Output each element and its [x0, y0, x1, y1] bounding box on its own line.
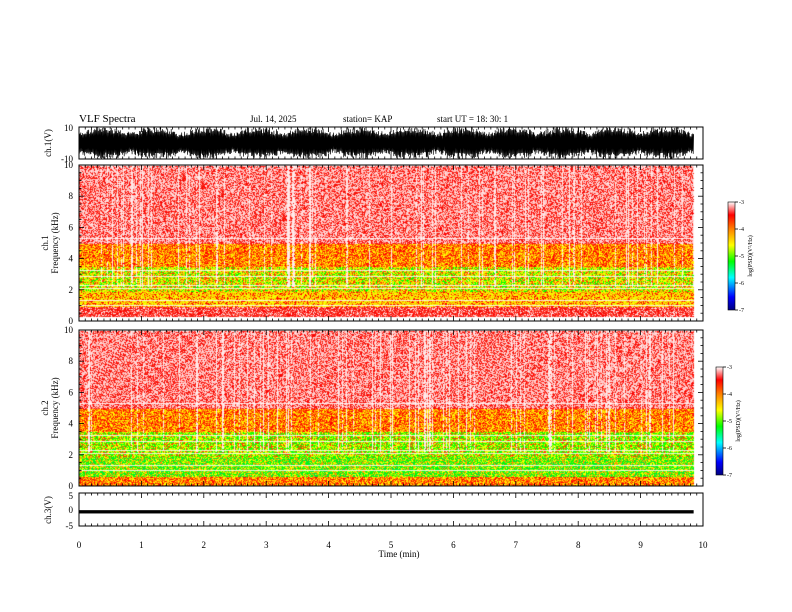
ch1-waveform-ticks: [78, 127, 704, 159]
y-tick-label: 0: [69, 481, 74, 491]
ch2-spectrogram-ticks: [78, 329, 704, 487]
y-tick-label: 10: [64, 160, 74, 170]
ch3-waveform-band: [79, 510, 694, 514]
ch1-colorbar: -3 -4 -5 -6 -7 log(PSD)(V²/Hz): [727, 200, 754, 314]
ch3-waveform-ylabel: ch.3(V): [43, 496, 53, 524]
ch1-spectrogram-panel: 10 8 6 4 2 0 ch.1 Frequency (kHz): [40, 160, 704, 326]
ch1-spectrogram-image: [79, 165, 703, 321]
ch1-spectrogram-ticks: [78, 164, 704, 322]
y-tick-label: 4: [69, 419, 74, 429]
x-tick-label: 6: [451, 540, 456, 550]
x-tick-label: 0: [77, 540, 82, 550]
ch2-spectrogram-yticklabels: 10 8 6 4 2 0: [64, 325, 74, 491]
x-tick-label: 1: [139, 540, 144, 550]
colorbar-tick-label: -4: [739, 227, 744, 233]
ch3-waveform-ticks: [78, 493, 704, 526]
colorbar-tick-label: -6: [739, 281, 744, 287]
x-tick-label: 3: [264, 540, 269, 550]
x-tick-label: 4: [326, 540, 331, 550]
colorbar-tick-label: -5: [727, 419, 732, 425]
colorbar-tick-label: -4: [727, 392, 732, 398]
ch1-ytick-bottom: -10: [61, 154, 73, 164]
ch3-waveform-panel: 5 0 -5 ch.3(V): [43, 491, 704, 531]
ch1-spectrogram-ylabel-channel: ch.1: [40, 235, 50, 250]
y-tick-label: 8: [69, 191, 74, 201]
ch2-colorbar-ticks: -3 -4 -5 -6 -7: [723, 365, 732, 479]
x-tick-label: 5: [389, 540, 394, 550]
ch1-colorbar-bar: [727, 201, 736, 311]
figure-title: VLF Spectra: [79, 113, 136, 125]
colorbar-tick-label: -6: [727, 446, 732, 452]
y-tick-label: 2: [69, 450, 74, 460]
ch1-colorbar-ticks: -3 -4 -5 -6 -7: [735, 200, 744, 314]
colorbar-tick-label: -7: [727, 473, 732, 479]
ch1-waveform-line: [78, 127, 694, 159]
ch2-spectrogram-panel: 10 8 6 4 2 0 ch.2 Frequency (kHz): [40, 325, 704, 491]
ch2-spectrogram-image: [79, 330, 703, 486]
colorbar-tick-label: -3: [727, 365, 732, 371]
ch1-ytick-top: 10: [64, 123, 74, 133]
ch2-spectrogram-ylabel-channel: ch.2: [40, 400, 50, 415]
y-tick-label: 8: [69, 356, 74, 366]
ch3-ytick-top: 5: [69, 491, 74, 501]
ch3-ytick-bottom: -5: [66, 521, 74, 531]
ch2-colorbar-bar: [715, 366, 724, 476]
ch1-waveform-panel: 10 -10 ch.1(V): [43, 123, 704, 164]
ch3-ytick-middle: 0: [69, 505, 74, 515]
ch1-waveform-ylabel: ch.1(V): [43, 129, 53, 157]
x-tick-label: 7: [514, 540, 519, 550]
ch1-spectrogram-yticklabels: 10 8 6 4 2 0: [64, 160, 74, 326]
ch1-colorbar-label: log(PSD)(V²/Hz): [747, 235, 754, 276]
colorbar-tick-label: -5: [739, 254, 744, 260]
station-label: station= KAP: [343, 114, 392, 124]
y-tick-label: 4: [69, 254, 74, 264]
x-tick-label: 8: [576, 540, 581, 550]
ch3-waveform-frame: [78, 492, 704, 527]
x-axis-label: Time (min): [379, 549, 420, 559]
start-time-label: start UT = 18: 30: 1: [437, 114, 508, 124]
ch2-colorbar-label: log(PSD)(V²/Hz): [735, 400, 742, 441]
x-tick-label: 10: [699, 540, 709, 550]
x-tick-label: 9: [638, 540, 643, 550]
y-tick-label: 10: [64, 325, 74, 335]
ch1-spectrogram-ylabel-frequency: Frequency (kHz): [50, 212, 60, 273]
x-tick-label: 2: [202, 540, 207, 550]
y-tick-label: 6: [69, 387, 74, 397]
y-tick-label: 0: [69, 316, 74, 326]
x-axis-tick-labels: 0 1 2 3 4 5 6 7 8 9 10: [77, 540, 708, 550]
colorbar-tick-label: -7: [739, 308, 744, 314]
ch2-colorbar: -3 -4 -5 -6 -7 log(PSD)(V²/Hz): [715, 365, 742, 479]
ch2-spectrogram-ylabel-frequency: Frequency (kHz): [50, 377, 60, 438]
colorbar-tick-label: -3: [739, 200, 744, 206]
date-label: Jul. 14, 2025: [250, 114, 297, 124]
y-tick-label: 6: [69, 222, 74, 232]
y-tick-label: 2: [69, 285, 74, 295]
